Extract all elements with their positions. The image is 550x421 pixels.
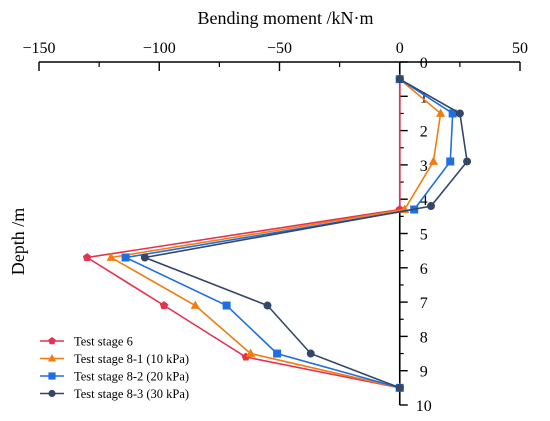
legend-label: Test stage 6 <box>74 335 133 349</box>
y-tick-label: 8 <box>420 329 428 346</box>
series-line <box>108 78 442 389</box>
data-point <box>395 75 404 84</box>
y-tick-label: 9 <box>420 364 428 381</box>
series-line <box>122 78 454 389</box>
data-point <box>436 108 446 117</box>
series-4 <box>140 75 472 392</box>
legend-item: Test stage 6 <box>40 335 133 349</box>
legend-label: Test stage 8-1 (10 kPa) <box>74 352 189 366</box>
data-point <box>222 301 231 310</box>
data-point <box>106 252 116 261</box>
x-tick-label: −50 <box>267 40 292 57</box>
data-point <box>455 109 464 118</box>
y-tick-label: 4 <box>420 192 428 209</box>
series-layer <box>82 74 472 392</box>
data-point <box>427 202 436 211</box>
legend-marker <box>48 372 56 380</box>
series-line <box>84 79 401 389</box>
data-point <box>273 349 282 358</box>
legend-item: Test stage 8-1 (10 kPa) <box>40 352 189 366</box>
legend-marker <box>48 389 56 398</box>
y-tick-label: 0 <box>420 55 428 72</box>
data-point <box>463 157 472 166</box>
legend-label: Test stage 8-2 (20 kPa) <box>74 370 189 384</box>
data-point <box>448 109 457 118</box>
y-tick-label: 5 <box>420 227 428 244</box>
x-tick-label: −100 <box>143 40 176 57</box>
legend-label: Test stage 8-3 (30 kPa) <box>74 387 189 401</box>
legend-marker <box>48 337 56 345</box>
data-point <box>159 301 169 310</box>
x-tick-label: 50 <box>512 40 528 57</box>
legend-marker <box>47 354 57 362</box>
data-point <box>140 253 149 262</box>
data-point <box>246 348 256 357</box>
y-tick-label: 1 <box>420 89 428 106</box>
data-point <box>190 300 200 309</box>
legend: Test stage 6 Test stage 8-1 (10 kPa) Test … <box>40 335 189 401</box>
x-tick-label: −150 <box>22 40 55 57</box>
y-tick-label: 7 <box>420 295 428 312</box>
data-point <box>395 383 404 392</box>
legend-item: Test stage 8-3 (30 kPa) <box>40 387 189 401</box>
data-point <box>263 301 272 310</box>
legend-item: Test stage 8-2 (20 kPa) <box>40 370 189 384</box>
y-tick-label: 2 <box>420 124 428 141</box>
data-point <box>306 349 315 358</box>
data-point <box>446 157 455 166</box>
y-tick-label: 6 <box>420 261 428 278</box>
y-axis-title: Depth /m <box>8 208 28 276</box>
y-tick-label: 3 <box>420 158 428 175</box>
data-point <box>82 253 92 262</box>
series-line <box>141 78 468 389</box>
x-axis-title: Bending moment /kN·m <box>198 8 374 28</box>
data-point <box>428 156 439 165</box>
axes: −150 −100 −50 0 50 0 1 2 3 4 5 6 7 8 9 10 <box>22 40 528 415</box>
y-tick-label: 10 <box>416 398 432 415</box>
x-tick-label: 0 <box>396 40 404 57</box>
data-point <box>121 253 130 262</box>
